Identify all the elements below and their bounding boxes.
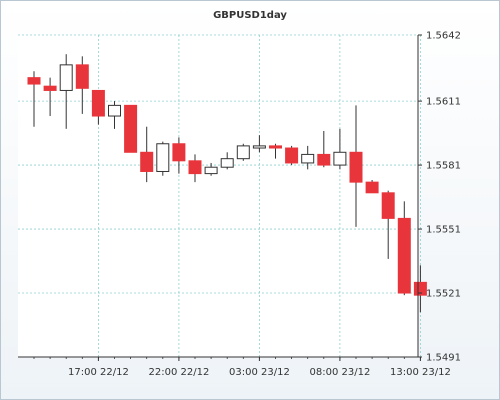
candle xyxy=(285,145,299,166)
candle xyxy=(27,71,41,127)
candle xyxy=(75,56,89,114)
candle-body-up xyxy=(333,151,347,166)
candle xyxy=(59,54,73,129)
candle-body-down xyxy=(188,160,202,175)
candle xyxy=(204,162,218,176)
candle xyxy=(124,104,138,153)
candle xyxy=(236,143,250,161)
candle-body-up xyxy=(236,145,250,160)
y-tick-label: 1.5611 xyxy=(426,97,461,108)
candle xyxy=(397,201,411,296)
candle-body-down xyxy=(413,281,427,296)
x-tick-label: 03:00 23/12 xyxy=(229,367,290,378)
candle-body-down xyxy=(381,192,395,219)
candle xyxy=(172,137,186,174)
candles xyxy=(27,54,427,313)
candle xyxy=(140,126,154,183)
candle xyxy=(220,152,234,170)
candle-body-down xyxy=(27,77,41,85)
candle-body-down xyxy=(365,181,379,194)
candle-body-down xyxy=(140,151,154,172)
candle-body-up xyxy=(156,143,170,172)
candle xyxy=(349,105,363,227)
axes: 1.5491 1.5521 1.5551 1.5581 1.5611 1.5642 17:0… xyxy=(18,31,461,378)
candle-body-down xyxy=(317,153,331,166)
candle xyxy=(252,135,266,153)
candle xyxy=(301,145,315,170)
y-tick-label: 1.5581 xyxy=(426,161,461,172)
candle-body-down xyxy=(172,143,186,162)
candle xyxy=(91,89,105,125)
candle xyxy=(413,265,427,313)
candle-body-up xyxy=(204,166,218,175)
y-tick-label: 1.5551 xyxy=(426,225,461,236)
candle xyxy=(381,190,395,259)
candle-body-down xyxy=(43,85,57,91)
y-tick-label: 1.5521 xyxy=(426,289,461,300)
candle-body-down xyxy=(75,64,89,89)
candle xyxy=(108,101,121,129)
candle-body-down xyxy=(285,147,299,164)
candle xyxy=(317,130,331,168)
candle-body-down xyxy=(269,145,282,149)
candle-body-up xyxy=(108,104,121,117)
y-tick-label: 1.5642 xyxy=(426,31,461,42)
candle-body-up xyxy=(301,153,315,164)
candle-body-down xyxy=(349,151,363,183)
candle xyxy=(43,77,57,117)
candle xyxy=(269,143,282,159)
candle-body-down xyxy=(397,217,411,294)
candle xyxy=(188,154,202,183)
candle-body-down xyxy=(124,104,138,153)
candle-body-up xyxy=(220,158,234,168)
x-tick-label: 17:00 22/12 xyxy=(68,367,129,378)
candle-body-up xyxy=(59,64,73,91)
candle xyxy=(156,141,170,176)
x-tick-label: 08:00 23/12 xyxy=(309,367,370,378)
x-tick-label: 13:00 23/12 xyxy=(390,367,451,378)
x-tick-label: 22:00 22/12 xyxy=(148,367,209,378)
candle-body-down xyxy=(91,89,105,117)
candle-body-up xyxy=(252,145,266,149)
y-tick-label: 1.5491 xyxy=(426,353,461,364)
candle xyxy=(333,128,347,170)
chart-title: GBPUSD1day xyxy=(213,10,287,21)
candle xyxy=(365,180,379,194)
